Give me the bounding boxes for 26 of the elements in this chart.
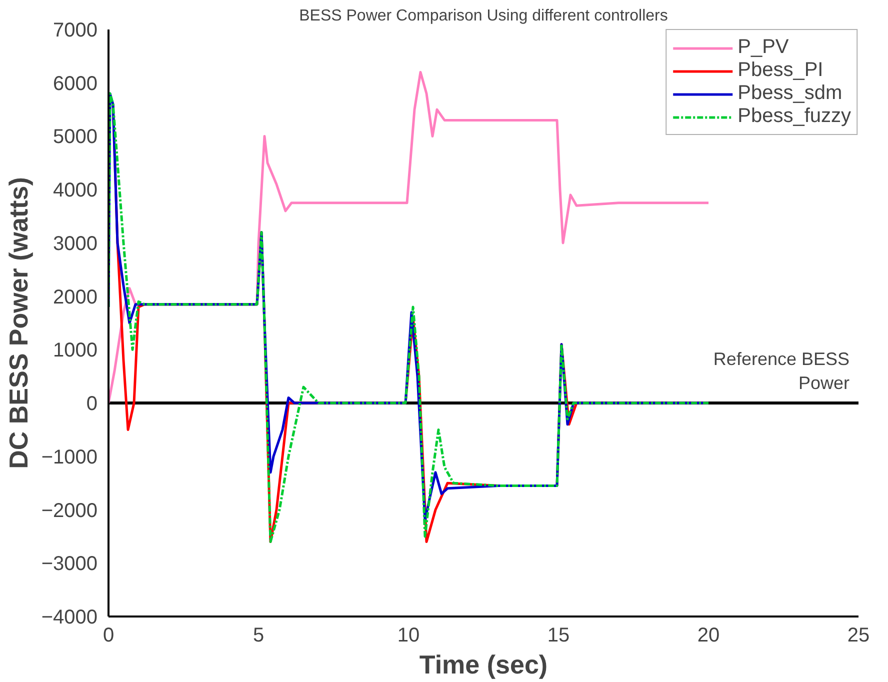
legend-label: P_PV — [738, 36, 789, 59]
y-tick-label: 3000 — [53, 232, 98, 255]
x-axis-title: Time (sec) — [419, 650, 548, 680]
x-tick-label: 25 — [847, 624, 870, 646]
y-tick-label: −4000 — [41, 606, 98, 628]
legend-label: Pbess_sdm — [738, 82, 842, 105]
chart-title: BESS Power Comparison Using different controllers — [299, 8, 668, 24]
y-tick-label: 2000 — [53, 286, 98, 308]
y-tick-label: −1000 — [41, 446, 98, 468]
y-axis-title: DC BESS Power (watts) — [3, 177, 34, 469]
x-tick-label: 5 — [252, 624, 264, 646]
y-tick-label: 1000 — [53, 340, 98, 362]
y-tick-label: 4000 — [53, 180, 98, 202]
y-tick-label: −2000 — [41, 500, 98, 522]
x-tick-label: 15 — [547, 624, 570, 646]
x-tick-label: 0 — [102, 624, 114, 646]
x-tick-label: 20 — [697, 624, 720, 646]
ref-line-label: Reference BESS Power — [713, 349, 850, 394]
legend-label: Pbess_PI — [738, 59, 824, 82]
y-tick-label: 0 — [86, 393, 98, 416]
y-tick-label: 5000 — [53, 126, 98, 148]
y-tick-label: −3000 — [41, 553, 98, 576]
legend-label: Pbess_fuzzy — [738, 105, 851, 128]
y-tick-label: 7000 — [53, 20, 98, 42]
x-tick-label: 10 — [397, 624, 420, 646]
y-tick-label: 6000 — [53, 72, 98, 95]
